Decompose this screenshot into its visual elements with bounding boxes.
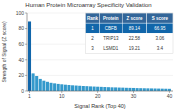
- tick-label: 1: [28, 93, 31, 99]
- bar: [28, 21, 31, 91]
- tick-label: 40: [18, 57, 24, 63]
- bar: [125, 88, 128, 91]
- table-text: S score: [152, 16, 169, 21]
- table-text: 3: [91, 46, 94, 51]
- table-text: 66.95: [154, 26, 166, 31]
- bar: [64, 85, 67, 91]
- tick-label: 30: [131, 93, 137, 99]
- table-text: 2: [91, 36, 94, 41]
- table-text: CBFB: [105, 26, 117, 31]
- table-cell: [147, 13, 173, 23]
- bar: [114, 87, 117, 91]
- bar: [57, 84, 60, 91]
- bar: [71, 85, 74, 91]
- bar: [46, 82, 49, 91]
- table-cell: [122, 23, 147, 33]
- bar: [89, 86, 92, 91]
- bar: [53, 83, 56, 91]
- tick-label: 100: [16, 10, 25, 16]
- bar: [85, 86, 88, 91]
- x-label: Signal Rank (Top 40): [74, 103, 126, 109]
- bar: [78, 86, 81, 91]
- table-text: LSMD1: [103, 46, 119, 51]
- bar: [107, 87, 110, 91]
- table-cell: [85, 43, 99, 53]
- bar: [32, 73, 35, 91]
- tick-label: 80: [18, 25, 24, 31]
- table-cell: [122, 43, 147, 53]
- table: Rank Protein Z score S score 1 CBFB 89.14 66.95…: [85, 13, 173, 54]
- table-text: Protein: [103, 16, 119, 21]
- chart: Human Protein Microarray Specificity Val…: [0, 0, 177, 111]
- tick-label: 20: [18, 72, 24, 78]
- bar: [139, 88, 142, 91]
- grid-line: [27, 59, 173, 60]
- bar: [82, 86, 85, 91]
- table-text: Z score: [126, 16, 143, 21]
- bar: [110, 87, 113, 91]
- table-cell: [85, 23, 99, 33]
- table-text: Rank: [87, 16, 99, 21]
- bar: [118, 88, 121, 91]
- bar: [143, 88, 146, 91]
- table-text: 3.4: [157, 46, 164, 51]
- bar: [39, 79, 42, 91]
- table-text: TRIP13: [103, 36, 119, 41]
- table-cell: [122, 13, 147, 23]
- bar: [75, 86, 78, 91]
- grid-line: [27, 75, 173, 76]
- bar: [50, 83, 53, 91]
- table-cell: [85, 13, 99, 23]
- bar: [157, 89, 160, 91]
- table-border: [85, 13, 173, 54]
- bar: [168, 89, 171, 91]
- bar: [121, 88, 124, 91]
- bar: [103, 87, 106, 91]
- table-text: 19.21: [129, 46, 141, 51]
- y-axis-line: [27, 13, 28, 91]
- title: Human Protein Microarray Specificity Val…: [25, 2, 151, 8]
- y-label: Strength of Signal (Z score): [1, 21, 7, 82]
- table-text: 89.14: [129, 26, 141, 31]
- bar: [161, 89, 164, 91]
- tick-label: 20: [95, 93, 101, 99]
- bar: [35, 76, 38, 91]
- bar: [96, 87, 99, 91]
- table-cell: [99, 33, 122, 43]
- table-cell: [122, 33, 147, 43]
- x-axis-line: [27, 91, 173, 92]
- bar: [164, 89, 167, 91]
- table-text: 22.58: [129, 36, 141, 41]
- table-cell: [85, 33, 99, 43]
- y-axis: 0 20 40 60 80 100: [16, 10, 173, 94]
- table-cell: [147, 43, 173, 53]
- table-cell: [99, 23, 122, 33]
- table-cell: [147, 33, 173, 43]
- bar: [67, 85, 70, 91]
- bar: [100, 87, 103, 91]
- table-cell: [99, 43, 122, 53]
- tick-label: 60: [18, 41, 24, 47]
- bar: [42, 81, 45, 91]
- tick-label: 0: [21, 88, 24, 94]
- table-cell: [147, 23, 173, 33]
- bar: [146, 88, 149, 91]
- bar: [93, 87, 96, 91]
- tick-label: 10: [59, 93, 65, 99]
- tick-label: 40: [167, 93, 173, 99]
- table-text: 3.06: [155, 36, 164, 41]
- bar: [132, 88, 135, 91]
- bar: [60, 84, 63, 91]
- table-text: 1: [91, 26, 94, 31]
- bar: [154, 89, 157, 91]
- bar: [128, 88, 131, 91]
- bar: [150, 88, 153, 91]
- x-axis: 1 10 20 30 40: [28, 91, 172, 99]
- bar: [136, 88, 139, 91]
- table-cell: [99, 13, 122, 23]
